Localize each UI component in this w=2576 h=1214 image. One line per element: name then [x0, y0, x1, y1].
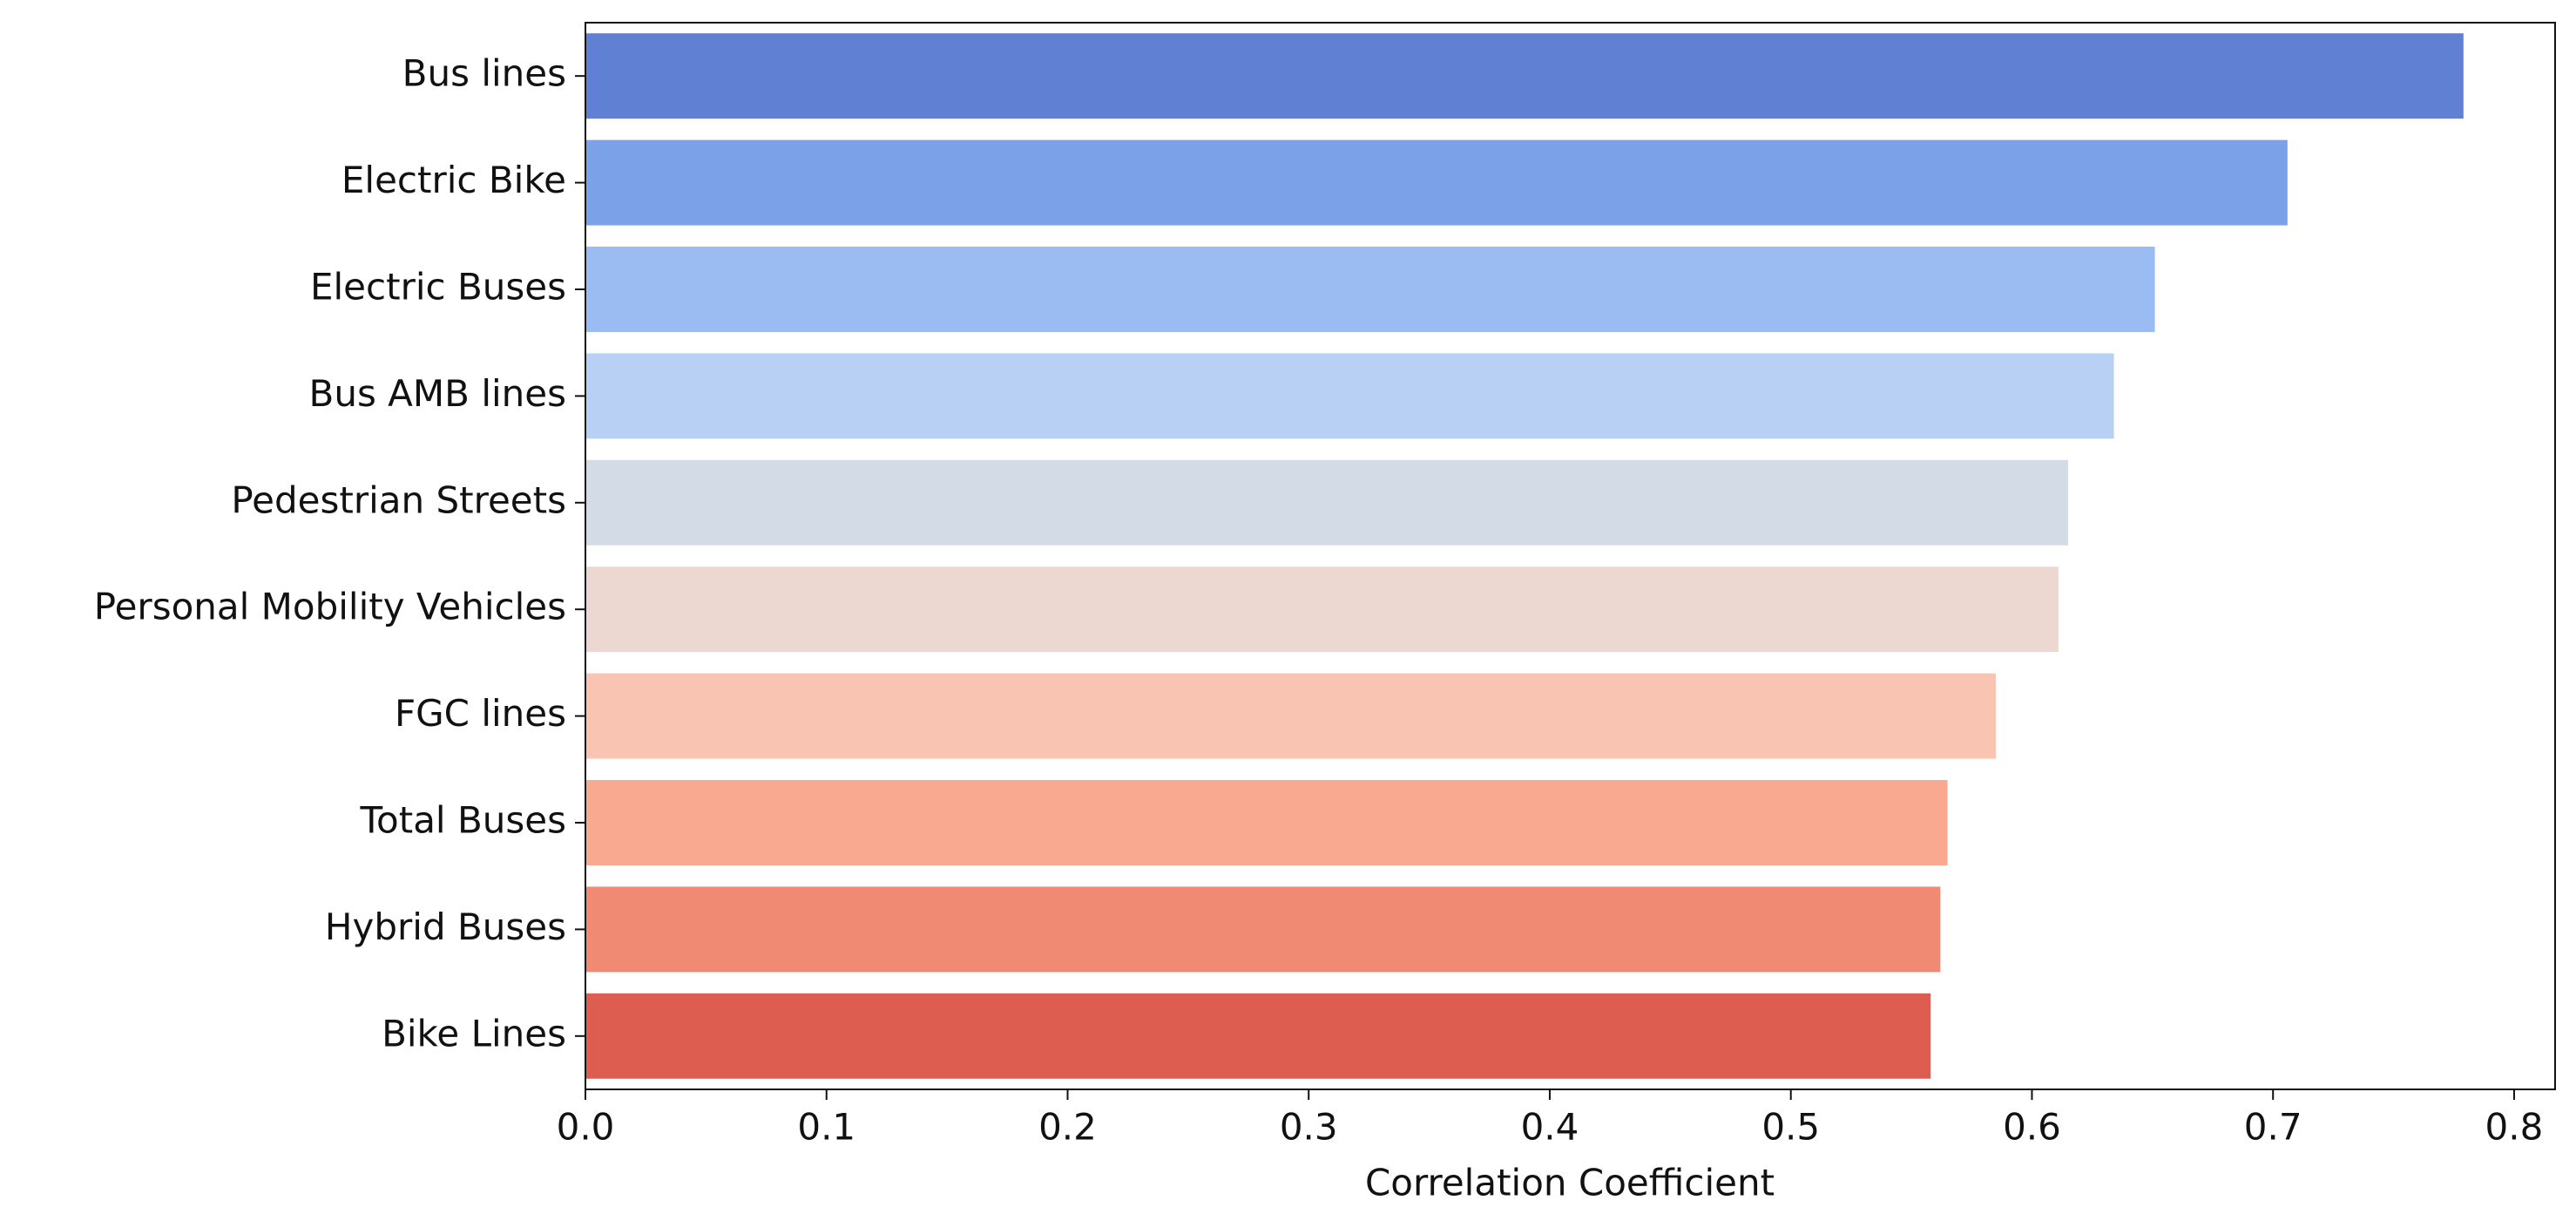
bar [585, 780, 1948, 865]
x-tick-label: 0.5 [1761, 1106, 1820, 1149]
x-tick-label: 0.0 [557, 1106, 615, 1149]
y-tick-label: Total Buses [360, 799, 566, 842]
x-tick-label: 0.4 [1521, 1106, 1579, 1149]
y-tick-label: Pedestrian Streets [231, 478, 566, 521]
bar [585, 566, 2059, 653]
bar [585, 247, 2155, 332]
plot-frame [585, 22, 2556, 1090]
bar [585, 673, 1996, 759]
bar [585, 33, 2464, 119]
x-tick-label: 0.1 [797, 1106, 855, 1149]
y-tick-label: Bike Lines [382, 1012, 566, 1055]
bar [585, 353, 2114, 439]
bar [585, 886, 1941, 973]
y-tick-label: Bus AMB lines [309, 372, 566, 415]
y-tick-label: Personal Mobility Vehicles [94, 586, 566, 628]
y-tick-label: FGC lines [395, 692, 566, 735]
bar [585, 993, 1931, 1079]
x-tick-label: 0.6 [2003, 1106, 2061, 1149]
y-tick-label: Electric Bike [341, 159, 566, 201]
x-tick-label: 0.7 [2244, 1106, 2302, 1149]
y-tick-label: Electric Buses [310, 266, 566, 309]
y-tick-label: Hybrid Buses [325, 905, 566, 948]
x-tick-label: 0.2 [1038, 1106, 1097, 1149]
bar [585, 459, 2068, 546]
x-axis-label: Correlation Coefficient [1365, 1162, 1775, 1204]
y-tick-label: Bus lines [402, 52, 566, 95]
bar [585, 139, 2288, 226]
x-tick-label: 0.3 [1280, 1106, 1338, 1149]
x-tick-label: 0.8 [2485, 1106, 2544, 1149]
